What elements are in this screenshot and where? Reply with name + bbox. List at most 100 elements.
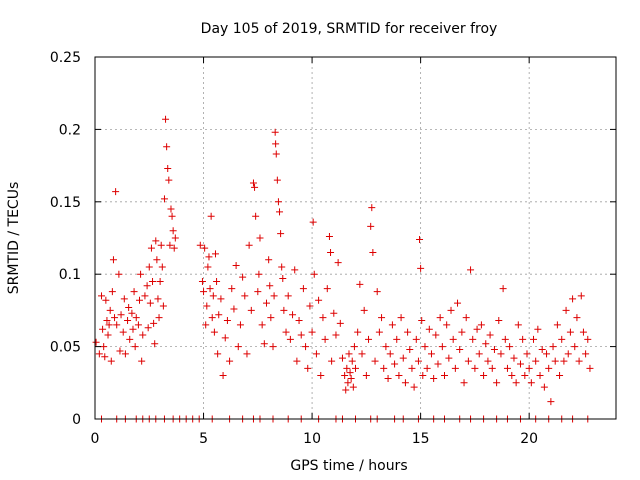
data-point <box>125 304 133 312</box>
data-point <box>371 357 379 365</box>
data-point <box>416 235 424 243</box>
data-point <box>309 218 317 226</box>
data-point <box>163 143 171 151</box>
x-tick-label: 20 <box>520 431 538 447</box>
data-point <box>278 263 286 271</box>
data-point <box>317 372 325 380</box>
data-point <box>575 357 583 365</box>
data-point <box>406 345 414 353</box>
data-point <box>560 357 568 365</box>
chart-title: Day 105 of 2019, SRMTID for receiver fro… <box>201 21 498 37</box>
data-point <box>356 280 364 288</box>
data-point <box>219 372 227 380</box>
data-point <box>255 270 263 278</box>
data-point <box>280 306 288 314</box>
data-point <box>104 331 112 339</box>
data-point <box>460 379 468 387</box>
data-point <box>141 292 149 300</box>
data-point <box>410 383 418 391</box>
data-point <box>562 306 570 314</box>
data-point <box>95 350 103 358</box>
data-point <box>493 379 501 387</box>
data-point <box>144 324 152 332</box>
data-point <box>368 204 376 212</box>
data-point <box>495 317 503 325</box>
data-point <box>488 364 496 372</box>
data-point <box>350 343 358 351</box>
data-point <box>571 343 579 351</box>
data-point <box>241 292 249 300</box>
data-point <box>151 340 159 348</box>
data-point <box>117 311 125 319</box>
data-point <box>343 364 351 372</box>
plot-border <box>94 56 617 420</box>
data-point <box>101 353 109 361</box>
data-point <box>330 309 338 317</box>
data-point <box>545 364 553 372</box>
data-point <box>284 292 292 300</box>
data-point <box>516 360 524 368</box>
y-tick-label: 0.05 <box>50 340 81 356</box>
data-point <box>247 306 255 314</box>
data-point <box>102 296 110 304</box>
data-point <box>232 262 240 270</box>
data-point <box>168 212 176 220</box>
data-point <box>138 357 146 365</box>
data-point <box>397 314 405 322</box>
data-point <box>432 331 440 339</box>
data-point <box>92 338 100 346</box>
data-point <box>362 372 370 380</box>
data-point <box>103 317 111 325</box>
data-point <box>547 398 555 406</box>
data-point <box>223 317 231 325</box>
data-point <box>276 208 284 216</box>
data-point <box>344 379 352 387</box>
data-point <box>521 372 529 380</box>
data-point <box>338 354 346 362</box>
data-point <box>579 328 587 336</box>
data-point <box>462 314 470 322</box>
data-point <box>558 335 566 343</box>
data-point <box>490 345 498 353</box>
data-point <box>270 292 278 300</box>
data-point <box>436 314 444 322</box>
data-point <box>221 334 229 342</box>
data-point <box>384 374 392 382</box>
data-point <box>209 292 217 300</box>
data-point <box>124 317 132 325</box>
y-tick-label: 0 <box>72 412 81 428</box>
data-point <box>109 256 117 264</box>
data-point <box>160 195 168 203</box>
data-point <box>414 357 422 365</box>
data-point <box>434 360 442 368</box>
data-point <box>525 364 533 372</box>
data-point <box>395 372 403 380</box>
data-point <box>373 288 381 296</box>
data-point <box>447 306 455 314</box>
data-point <box>274 198 282 206</box>
data-point <box>369 248 377 256</box>
data-point <box>207 212 215 220</box>
data-point <box>354 328 362 336</box>
data-point <box>107 357 115 365</box>
data-point <box>582 350 590 358</box>
data-point <box>510 354 518 362</box>
data-point <box>164 164 172 172</box>
x-axis-label: GPS time / hours <box>290 458 407 474</box>
data-point <box>203 302 211 310</box>
data-point <box>213 277 221 285</box>
data-point <box>508 372 516 380</box>
x-tick-label: 5 <box>199 431 208 447</box>
data-point <box>321 335 329 343</box>
data-point <box>334 259 342 267</box>
data-point <box>121 350 129 358</box>
data-point <box>501 335 509 343</box>
data-point <box>412 335 420 343</box>
data-point <box>139 331 147 339</box>
data-point <box>226 357 234 365</box>
data-point <box>289 311 297 319</box>
data-point <box>254 288 262 296</box>
data-point <box>443 321 451 329</box>
data-point <box>388 321 396 329</box>
